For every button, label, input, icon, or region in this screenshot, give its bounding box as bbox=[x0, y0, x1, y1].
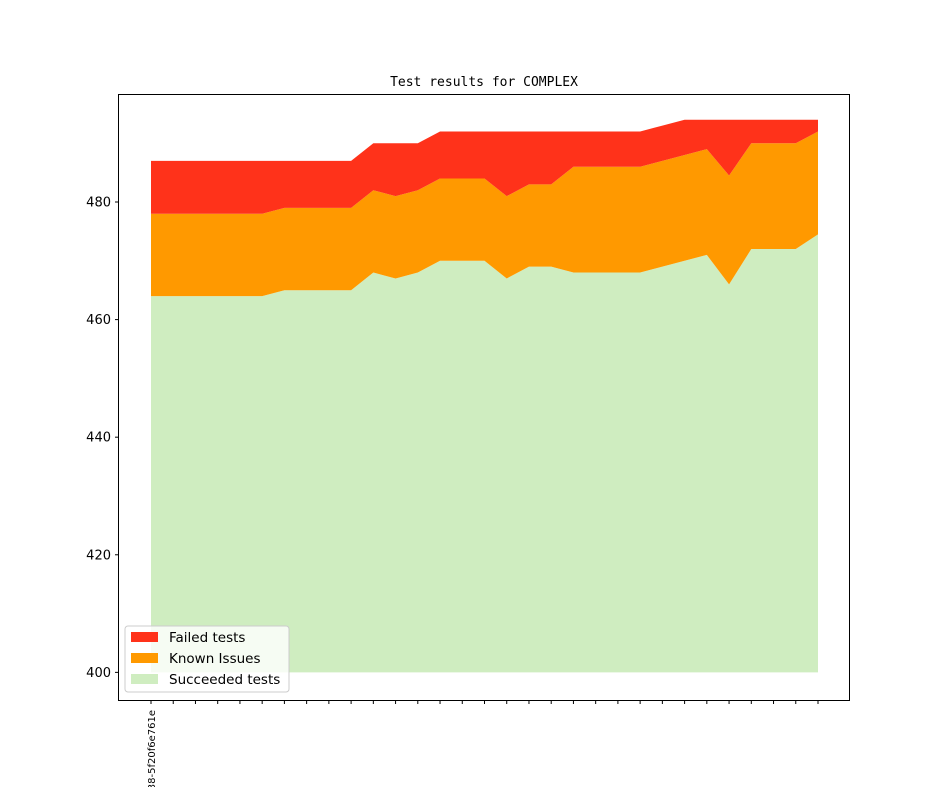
legend-label: Failed tests bbox=[169, 630, 245, 646]
x-tick-label: 38-5f20f6e761e bbox=[147, 710, 158, 787]
legend-swatch bbox=[131, 632, 158, 642]
y-tick-label: 420 bbox=[86, 548, 111, 563]
y-tick-label: 460 bbox=[86, 313, 111, 328]
y-axis: 400 420 440 460 480 bbox=[86, 196, 119, 681]
x-axis: 38-5f20f6e761e bbox=[147, 700, 819, 787]
legend-box bbox=[124, 625, 290, 693]
area-known-issues bbox=[151, 131, 818, 297]
y-tick-label: 480 bbox=[86, 196, 111, 211]
area-series-group bbox=[151, 119, 818, 673]
area-succeeded-tests bbox=[151, 234, 818, 673]
legend-label: Known Issues bbox=[169, 651, 261, 667]
legend-label: Succeeded tests bbox=[169, 672, 280, 688]
chart-title: Test results for COMPLEX bbox=[390, 75, 578, 90]
area-failed-tests bbox=[151, 119, 818, 214]
legend-swatch bbox=[131, 674, 158, 684]
legend: Failed tests Known Issues Succeeded tests bbox=[124, 625, 290, 693]
y-tick-label: 400 bbox=[86, 666, 111, 681]
legend-swatch bbox=[131, 653, 158, 663]
y-tick-label: 440 bbox=[86, 431, 111, 446]
